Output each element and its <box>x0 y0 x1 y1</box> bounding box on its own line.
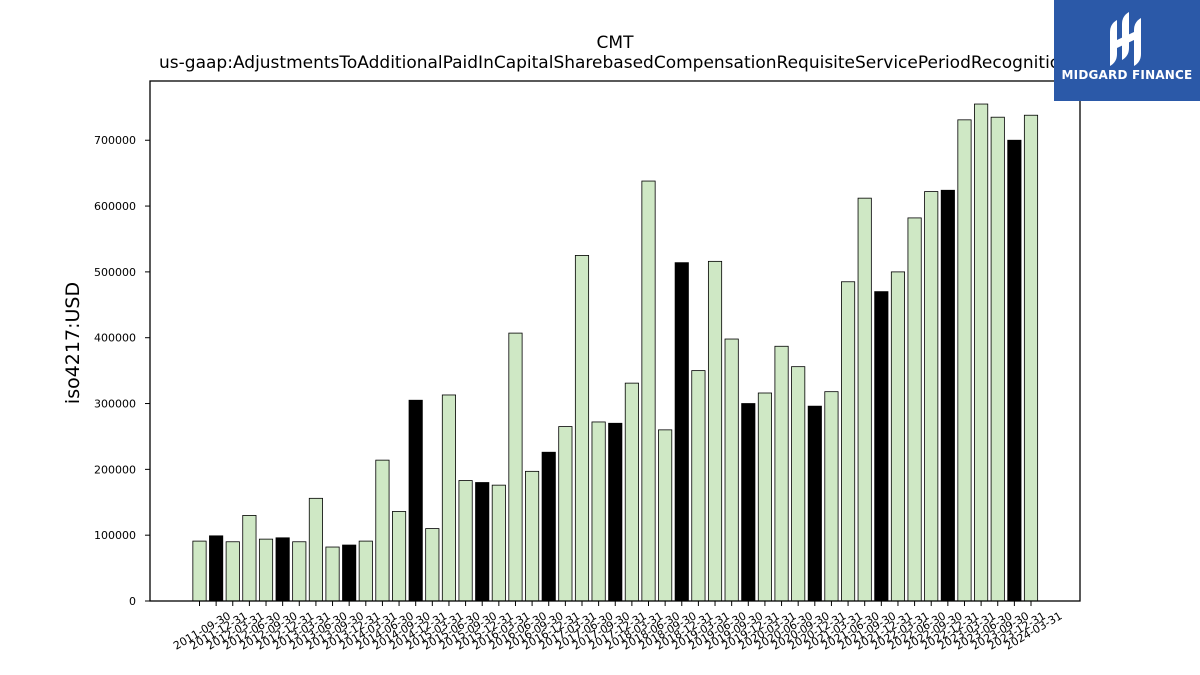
bar-2022-12-31 <box>940 189 955 602</box>
y-tick-label: 200000 <box>94 463 136 476</box>
bar-2020-09-30 <box>791 366 806 602</box>
bar-2016-03-31 <box>491 484 506 602</box>
bars-group <box>192 103 1039 602</box>
bar-2023-09-30 <box>990 116 1005 602</box>
y-tick-label: 100000 <box>94 529 136 542</box>
bar-2019-12-31 <box>741 403 756 602</box>
bar-2016-12-31 <box>541 451 556 602</box>
bar-2016-09-30 <box>525 470 540 602</box>
bar-2018-03-31 <box>624 382 639 602</box>
bar-2015-12-31 <box>475 482 490 602</box>
bar-2018-09-30 <box>658 429 673 602</box>
bar-2021-03-31 <box>824 391 839 602</box>
logo-text: MIDGARD FINANCE <box>1061 68 1193 82</box>
bar-2021-09-30 <box>857 197 872 602</box>
bar-2013-12-31 <box>342 544 357 602</box>
bar-2019-06-30 <box>707 260 723 602</box>
y-ticks-group: 0 100000 200000 300000 400000 500000 600000 700… <box>94 134 150 608</box>
bar-2014-06-30 <box>375 459 390 602</box>
bar-2011-09-30 <box>192 540 207 602</box>
bar-2013-09-30 <box>325 546 340 602</box>
bar-2023-06-30 <box>974 103 989 602</box>
y-tick-label: 500000 <box>94 266 136 279</box>
bar-2022-03-31 <box>890 271 906 602</box>
bar-2017-06-30 <box>574 255 590 602</box>
bar-2012-06-30 <box>242 515 257 602</box>
y-tick-label: 0 <box>129 595 136 608</box>
midgard-finance-logo: MIDGARD FINANCE <box>1054 0 1200 101</box>
y-tick-label: 400000 <box>94 332 136 345</box>
bar-2014-09-30 <box>392 511 407 602</box>
bar-2022-06-30 <box>907 217 922 602</box>
bar-2012-12-31 <box>275 537 290 602</box>
bar-2015-06-30 <box>441 394 456 602</box>
bar-2016-06-30 <box>508 332 523 602</box>
bar-2015-03-31 <box>425 528 440 602</box>
y-axis-label: iso4217:USD <box>62 282 84 404</box>
chart-subtitle: us-gaap:AdjustmentsToAdditionalPaidInCap… <box>159 53 1071 73</box>
bar-2012-09-30 <box>258 538 274 602</box>
bar-2013-03-31 <box>292 541 307 602</box>
bar-2020-03-31 <box>757 392 772 602</box>
bar-2018-12-31 <box>674 262 689 602</box>
bar-2020-12-31 <box>807 405 822 602</box>
bar-2012-03-31 <box>225 541 240 602</box>
bar-2022-09-30 <box>924 191 939 602</box>
bar-2015-09-30 <box>458 480 473 602</box>
bar-2023-03-31 <box>957 119 972 602</box>
y-tick-label: 300000 <box>94 398 136 411</box>
bar-2011-12-31 <box>209 535 224 602</box>
bar-2014-12-31 <box>408 399 423 602</box>
y-tick-label: 600000 <box>94 200 136 213</box>
bar-2021-06-30 <box>841 281 856 602</box>
bar-2017-09-30 <box>591 421 606 602</box>
bar-2019-03-31 <box>691 370 706 602</box>
bar-2013-06-30 <box>308 497 323 602</box>
bar-2018-06-30 <box>641 180 656 602</box>
y-tick-label: 700000 <box>94 134 136 147</box>
bar-2020-06-30 <box>774 345 789 602</box>
x-ticks-group: 2011-09-302011-12-312012-03-312012-06-30… <box>171 601 1065 653</box>
midgard-m-icon <box>1110 12 1141 66</box>
bar-2023-12-31 <box>1007 139 1022 602</box>
chart-title: CMT <box>597 33 635 53</box>
bar-2014-03-31 <box>358 540 373 602</box>
bar-2017-12-31 <box>608 422 623 602</box>
bar-2019-09-30 <box>724 338 739 602</box>
bar-2021-12-31 <box>874 291 889 602</box>
bar-2017-03-31 <box>558 426 573 602</box>
bar-2024-03-31 <box>1023 114 1039 602</box>
